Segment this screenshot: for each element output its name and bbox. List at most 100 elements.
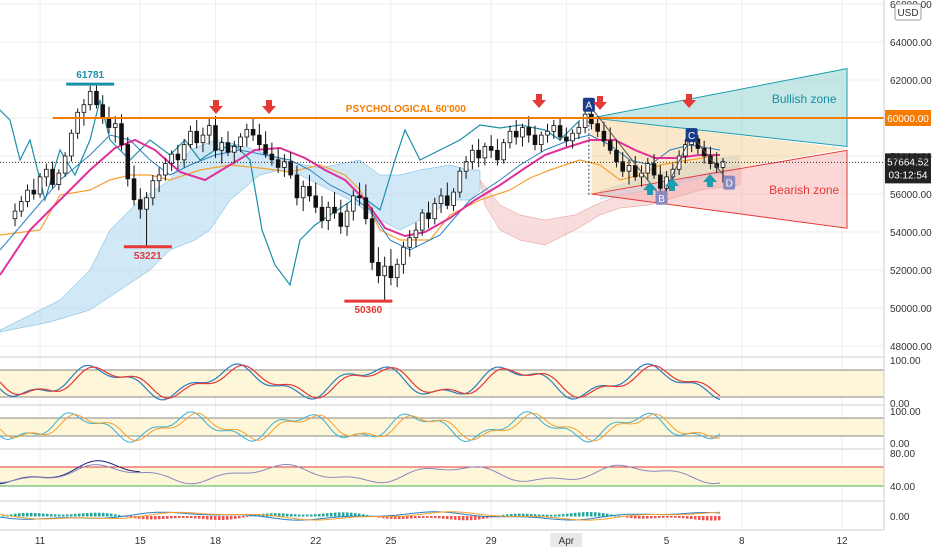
candle-body: [313, 195, 319, 208]
macd-bar: [546, 514, 549, 517]
macd-bar: [94, 512, 97, 517]
time-tick: 25: [385, 536, 397, 547]
macd-bar: [526, 513, 529, 517]
macd-bar: [62, 514, 65, 517]
candle-body: [325, 206, 331, 222]
macd-bar: [22, 512, 25, 517]
macd-bar: [414, 516, 417, 519]
candle-body: [526, 127, 532, 136]
macd-bar: [694, 516, 697, 520]
macd-bar: [406, 516, 409, 519]
macd-bar: [438, 516, 441, 519]
macd-bar: [630, 516, 633, 519]
candle-body: [394, 263, 400, 278]
candle-body: [288, 161, 293, 176]
macd-bar: [118, 514, 121, 517]
red-down-arrow-icon: [209, 100, 223, 114]
candle-body: [150, 180, 156, 199]
macd-bar: [198, 516, 201, 519]
candle-body: [163, 163, 168, 176]
time-axis[interactable]: 111518222529Apr5812Apr: [0, 529, 884, 547]
macd-bar: [566, 513, 569, 517]
macd-bar: [114, 514, 117, 517]
macd-bar: [586, 512, 589, 517]
macd-bar: [614, 515, 617, 517]
candle-body: [62, 155, 68, 174]
macd-bar: [606, 513, 609, 517]
candle-body: [344, 210, 350, 227]
candle-body: [12, 210, 18, 220]
macd-bar: [42, 513, 45, 517]
time-tick: 5: [664, 536, 670, 547]
macd-bar: [306, 514, 309, 517]
macd-bar: [178, 516, 181, 519]
macd-bar: [54, 514, 57, 517]
macd-bar: [570, 513, 573, 517]
macd-bar: [202, 516, 205, 520]
candle-body: [69, 132, 74, 157]
macd-bar: [558, 514, 561, 517]
candle-body: [181, 144, 187, 161]
candle-body: [138, 199, 143, 210]
macd-bar: [46, 513, 49, 517]
psych-label: PSYCHOLOGICAL 60'000: [346, 104, 466, 115]
rsi-line-b: [0, 464, 721, 485]
candle-body: [18, 201, 24, 212]
macd-bar: [238, 516, 241, 519]
candles-layer: [12, 83, 726, 301]
candle-body: [213, 125, 218, 151]
macd-bar: [386, 516, 389, 519]
candle-body: [275, 159, 281, 168]
macd-bar: [402, 516, 405, 519]
candle-body: [413, 229, 419, 239]
macd-bar: [422, 516, 425, 518]
macd-bar: [354, 513, 357, 517]
pattern-point-marker: [582, 97, 595, 112]
macd-bar: [2, 515, 5, 517]
candle-body: [25, 189, 30, 202]
macd-bar: [718, 516, 721, 521]
macd-bar: [318, 513, 321, 517]
pattern-point-label: D: [726, 179, 733, 190]
candle-body: [670, 168, 676, 178]
macd-bar: [706, 516, 709, 521]
macd-bar: [382, 516, 385, 519]
candle-body: [570, 132, 575, 142]
red-down-arrow-icon: [593, 96, 607, 110]
macd-bar: [506, 514, 509, 517]
countdown-label: 03:12:54: [889, 170, 928, 181]
macd-bar: [698, 516, 701, 520]
macd-bar: [602, 513, 605, 517]
moving-average: [0, 138, 720, 276]
candle-body: [419, 212, 425, 231]
candle-body: [225, 142, 231, 153]
macd-bar: [514, 513, 517, 517]
candle-body: [576, 127, 582, 134]
macd-bar: [350, 512, 353, 517]
currency-badge[interactable]: [894, 3, 922, 21]
currency-label: USD: [897, 8, 918, 19]
osc-tick: 0.00: [890, 512, 910, 523]
macd-bar: [230, 516, 233, 520]
candle-body: [144, 197, 149, 210]
macd-bar: [102, 512, 105, 517]
candle-body: [351, 195, 356, 212]
macd-bar: [302, 514, 305, 517]
macd-bar: [58, 514, 61, 517]
macd-bar: [542, 514, 545, 517]
macd-bar: [78, 513, 81, 517]
candle-body: [645, 163, 651, 174]
macd-bar: [702, 516, 705, 521]
macd-bar: [234, 516, 237, 519]
macd-bar: [398, 516, 401, 520]
candle-body: [676, 155, 682, 170]
red-down-arrow-icon: [682, 94, 696, 108]
macd-bar: [682, 516, 685, 519]
macd-bar: [130, 516, 133, 518]
candle-body: [200, 134, 206, 144]
teal-arrows: [643, 174, 717, 195]
level-label: 50360: [354, 305, 382, 316]
teal-up-arrow-icon: [665, 178, 679, 191]
macd-bar: [66, 514, 69, 517]
